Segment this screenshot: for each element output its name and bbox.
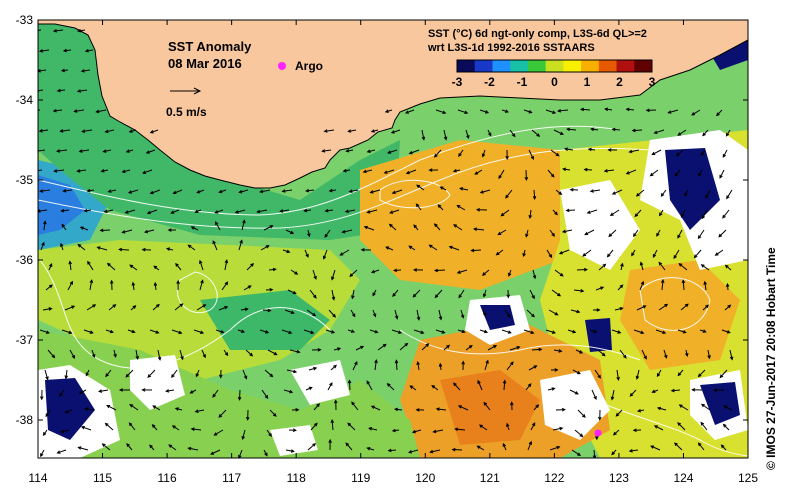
y-tick-label: -37	[16, 333, 34, 347]
y-tick-label: -34	[16, 93, 34, 107]
x-tick-label: 115	[93, 471, 112, 485]
imos-credit: © IMOS 27-Jun-2017 20:08 Hobart Time	[764, 247, 778, 470]
colorbar-tick-label: 0	[551, 75, 558, 89]
map-date: 08 Mar 2016	[168, 56, 242, 71]
anomaly-region-mid-green	[200, 290, 330, 350]
plot-frame	[37, 19, 749, 459]
colorbar-caption-line2: wrt L3S-1d 1992-2016 SSTAARS	[427, 42, 595, 54]
colorbar-swatch	[474, 60, 493, 72]
x-tick-label: 116	[158, 471, 177, 485]
x-tick-label: 119	[351, 471, 370, 485]
y-tick-label: -36	[16, 253, 34, 267]
x-axis: 114 115 116 117 118 119 120 121 122 123 124 125	[28, 20, 758, 485]
anomaly-region-shelf-green	[38, 20, 400, 240]
surface-velocity-arrows	[38, 28, 734, 458]
colorbar-swatch	[581, 60, 600, 72]
x-tick-label: 124	[673, 471, 693, 485]
colorbar	[456, 59, 653, 73]
colorbar-tick-label: -1	[517, 75, 528, 89]
colorbar-tick-label: 1	[584, 75, 591, 89]
ssh-contours	[38, 125, 748, 457]
x-tick-label: 123	[609, 471, 629, 485]
y-tick-label: -33	[16, 13, 34, 27]
colorbar-tick-label: -2	[484, 75, 495, 89]
velocity-scale-label: 0.5 m/s	[166, 105, 207, 119]
argo-float-marker	[594, 429, 602, 437]
colorbar-tick-label: 2	[616, 75, 623, 89]
colorbar-swatch	[510, 60, 529, 72]
colorbar-swatch	[598, 60, 618, 72]
argo-marker-icon	[278, 62, 286, 70]
colorbar-swatch	[527, 60, 547, 72]
colorbar-swatch	[634, 60, 653, 72]
colorbar-caption-line1: SST (°C) 6d ngt-only comp, L3S-6d QL>=2	[428, 28, 647, 40]
x-tick-label: 114	[28, 471, 47, 485]
x-tick-label: 125	[738, 471, 758, 485]
anomaly-region-east-orange	[620, 260, 740, 370]
colorbar-swatch	[457, 60, 476, 72]
y-tick-label: -35	[16, 173, 34, 187]
anomaly-region-south-hot	[440, 370, 540, 445]
colorbar-tick-label: -3	[452, 75, 463, 89]
colorbar-ticks: -3 -2 -1 0 1 2 3	[452, 75, 656, 89]
colorbar-swatch	[492, 60, 511, 72]
colorbar-swatch	[545, 60, 564, 72]
velocity-scale-arrow-icon	[193, 87, 202, 95]
colorbar-swatch	[616, 60, 635, 72]
argo-legend: Argo	[278, 59, 323, 73]
x-tick-label: 122	[544, 471, 564, 485]
argo-label: Argo	[295, 59, 323, 73]
velocity-scale-legend: 0.5 m/s	[166, 87, 207, 119]
y-axis: -33-34-35-36-37-38	[16, 13, 748, 427]
map-title: SST Anomaly	[168, 39, 252, 54]
x-tick-label: 120	[415, 471, 435, 485]
x-tick-label: 117	[222, 471, 241, 485]
x-tick-label: 118	[287, 471, 306, 485]
anomaly-region-central-orange	[360, 140, 600, 290]
y-tick-label: -38	[16, 413, 34, 427]
colorbar-swatch	[563, 60, 582, 72]
colorbar-tick-label: 3	[649, 75, 656, 89]
x-tick-label: 121	[480, 471, 500, 485]
